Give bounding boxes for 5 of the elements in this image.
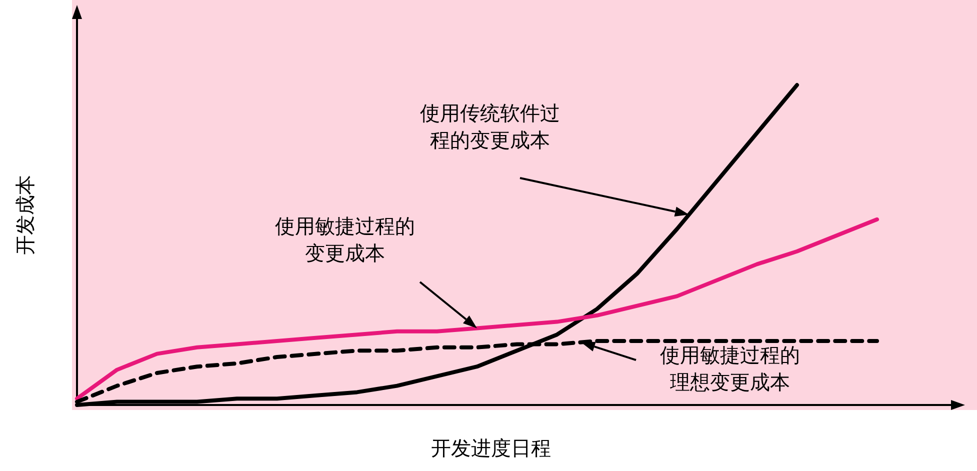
annotation: 使用敏捷过程的变更成本 [275, 214, 415, 265]
annotation: 使用敏捷过程的理想变更成本 [660, 343, 800, 394]
annotation: 使用传统软件过程的变更成本 [420, 101, 560, 152]
x-axis-title: 开发进度日程 [431, 436, 551, 460]
y-axis-title: 开发成本 [13, 175, 37, 255]
